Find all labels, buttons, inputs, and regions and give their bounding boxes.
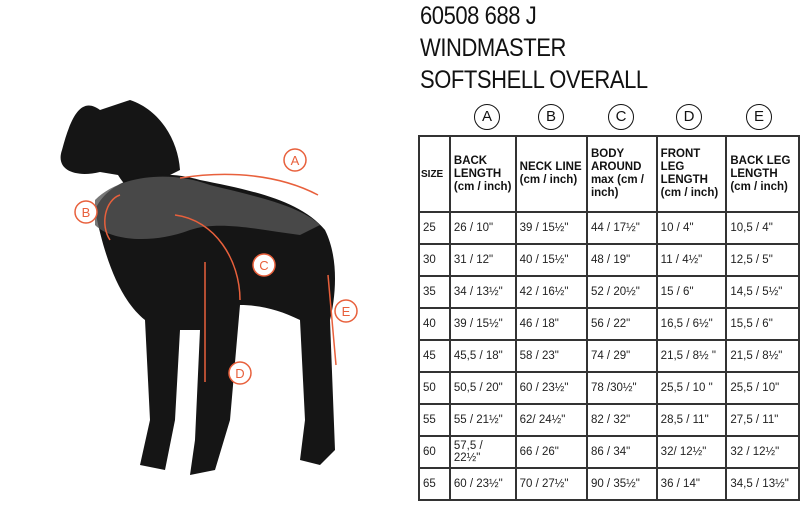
cell-size: 50: [418, 371, 451, 405]
cell-front-leg-length: 36 / 14": [655, 467, 728, 501]
header-front-leg-length: FRONT LEG LENGTH (cm / inch): [655, 135, 728, 213]
cell-back-leg-length: 32 / 12½": [725, 435, 800, 469]
table-row: 50 50,5 / 20" 60 / 23½" 78 /30½" 25,5 / 10 "…: [418, 371, 800, 405]
column-letter-b: B: [538, 104, 564, 130]
cell-front-leg-length: 32/ 12½": [655, 435, 728, 469]
table-row: 40 39 / 15½" 46 / 18" 56 / 22" 16,5 / 6½" 15,…: [418, 307, 800, 341]
header-back-leg-length: BACK LEG LENGTH (cm / inch): [725, 135, 800, 213]
cell-back-length: 45,5 / 18": [448, 339, 517, 373]
cell-back-leg-length: 21,5 / 8½": [725, 339, 800, 373]
table-row: 65 60 / 23½" 70 / 27½" 90 / 35½" 36 / 14" 34,…: [418, 467, 800, 501]
cell-front-leg-length: 21,5 / 8½ ": [655, 339, 728, 373]
cell-neck-line: 60 / 23½": [514, 371, 588, 405]
product-code: 60508 688 J: [420, 2, 537, 30]
cell-back-length: 34 / 13½": [448, 275, 517, 309]
table-header-row: SIZE BACK LENGTH (cm / inch) NECK LINE (…: [418, 135, 800, 213]
cell-back-leg-length: 15,5 / 6": [725, 307, 800, 341]
product-type: SOFTSHELL OVERALL: [420, 66, 648, 94]
cell-size: 25: [418, 211, 451, 245]
cell-front-leg-length: 16,5 / 6½": [655, 307, 728, 341]
table-row: 35 34 / 13½" 42 / 16½" 52 / 20½" 15 / 6" 14,5…: [418, 275, 800, 309]
cell-body-around: 74 / 29": [585, 339, 658, 373]
cell-neck-line: 66 / 26": [514, 435, 588, 469]
cell-body-around: 44 / 17½": [585, 211, 658, 245]
cell-back-leg-length: 25,5 / 10": [725, 371, 800, 405]
cell-front-leg-length: 15 / 6": [655, 275, 728, 309]
label-c: C: [252, 253, 276, 277]
cell-back-length: 31 / 12": [448, 243, 517, 277]
table-row: 30 31 / 12" 40 / 15½" 48 / 19" 11 / 4½" 12,5 …: [418, 243, 800, 277]
diagram-labels: A B C D E: [74, 148, 358, 385]
header-body-around: BODY AROUND max (cm / inch): [585, 135, 658, 213]
cell-back-length: 50,5 / 20": [448, 371, 517, 405]
cell-body-around: 86 / 34": [585, 435, 658, 469]
cell-front-leg-length: 11 / 4½": [655, 243, 728, 277]
camo-collar: [95, 176, 320, 240]
svg-text:B: B: [82, 205, 91, 220]
cell-back-length: 60 / 23½": [448, 467, 517, 501]
svg-text:C: C: [259, 258, 268, 273]
column-letter-c: C: [608, 104, 634, 130]
label-a: A: [283, 148, 307, 172]
cell-size: 45: [418, 339, 451, 373]
cell-body-around: 82 / 32": [585, 403, 658, 437]
header-neck-line: NECK LINE (cm / inch): [514, 135, 588, 213]
cell-back-leg-length: 27,5 / 11": [725, 403, 800, 437]
column-letters: A B C D E: [418, 104, 800, 134]
cell-neck-line: 62/ 24½": [514, 403, 588, 437]
table-row: 25 26 / 10" 39 / 15½" 44 / 17½" 10 / 4" 10,5 …: [418, 211, 800, 245]
cell-neck-line: 40 / 15½": [514, 243, 588, 277]
cell-size: 30: [418, 243, 451, 277]
svg-text:E: E: [342, 304, 351, 319]
cell-back-length: 57,5 / 22½": [448, 435, 517, 469]
cell-neck-line: 58 / 23": [514, 339, 588, 373]
column-letter-e: E: [746, 104, 772, 130]
header-size: SIZE: [418, 135, 451, 213]
cell-body-around: 48 / 19": [585, 243, 658, 277]
cell-size: 55: [418, 403, 451, 437]
cell-back-leg-length: 34,5 / 13½": [725, 467, 800, 501]
cell-back-length: 26 / 10": [448, 211, 517, 245]
cell-body-around: 56 / 22": [585, 307, 658, 341]
dog-silhouette: [60, 100, 335, 475]
table-row: 60 57,5 / 22½" 66 / 26" 86 / 34" 32/ 12½" 32 …: [418, 435, 800, 469]
cell-body-around: 78 /30½": [585, 371, 658, 405]
cell-front-leg-length: 25,5 / 10 ": [655, 371, 728, 405]
svg-text:A: A: [291, 153, 300, 168]
label-d: D: [228, 361, 252, 385]
cell-front-leg-length: 10 / 4": [655, 211, 728, 245]
measurement-lines: [104, 173, 337, 382]
cell-front-leg-length: 28,5 / 11": [655, 403, 728, 437]
cell-body-around: 90 / 35½": [585, 467, 658, 501]
table-row: 45 45,5 / 18" 58 / 23" 74 / 29" 21,5 / 8½ " 2…: [418, 339, 800, 373]
label-b: B: [74, 200, 98, 224]
column-letter-d: D: [676, 104, 702, 130]
table-row: 55 55 / 21½" 62/ 24½" 82 / 32" 28,5 / 11" 27,…: [418, 403, 800, 437]
header-back-length: BACK LENGTH (cm / inch): [448, 135, 517, 213]
cell-neck-line: 46 / 18": [514, 307, 588, 341]
cell-neck-line: 39 / 15½": [514, 211, 588, 245]
label-e: E: [334, 299, 358, 323]
cell-back-leg-length: 12,5 / 5": [725, 243, 800, 277]
column-letter-a: A: [474, 104, 500, 130]
cell-back-leg-length: 14,5 / 5½": [725, 275, 800, 309]
size-table: SIZE BACK LENGTH (cm / inch) NECK LINE (…: [418, 135, 800, 501]
cell-neck-line: 70 / 27½": [514, 467, 588, 501]
svg-text:D: D: [235, 366, 244, 381]
product-name: WINDMASTER: [420, 34, 566, 62]
cell-size: 65: [418, 467, 451, 501]
cell-size: 40: [418, 307, 451, 341]
cell-back-length: 55 / 21½": [448, 403, 517, 437]
cell-back-leg-length: 10,5 / 4": [725, 211, 800, 245]
cell-body-around: 52 / 20½": [585, 275, 658, 309]
cell-size: 35: [418, 275, 451, 309]
dog-illustration: A B C D E: [60, 100, 358, 475]
cell-size: 60: [418, 435, 451, 469]
cell-back-length: 39 / 15½": [448, 307, 517, 341]
cell-neck-line: 42 / 16½": [514, 275, 588, 309]
